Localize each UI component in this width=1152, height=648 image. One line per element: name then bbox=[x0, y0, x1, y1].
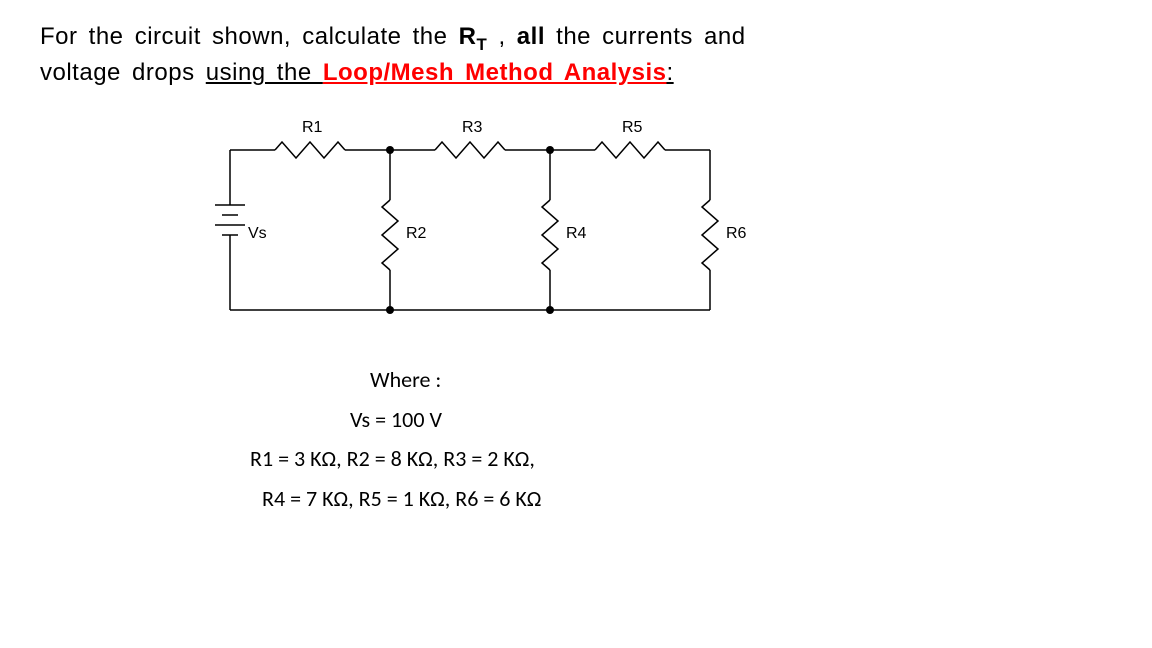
label-vs: Vs bbox=[248, 225, 267, 242]
where-line-1: Vs = 100 V bbox=[250, 400, 1112, 440]
label-r5: R5 bbox=[622, 119, 643, 136]
where-line-3: R4 = 7 KΩ, R5 = 1 KΩ, R6 = 6 KΩ bbox=[250, 479, 1112, 519]
method-link-red: Loop/Mesh Method Analysis bbox=[323, 59, 667, 86]
prompt-part1: For the circuit shown, calculate the bbox=[40, 23, 459, 50]
where-title: Where : bbox=[250, 360, 1112, 400]
method-link-tail: : bbox=[666, 59, 673, 86]
prompt-all: all bbox=[517, 23, 545, 50]
method-link-plain: using the bbox=[206, 59, 323, 86]
label-r1: R1 bbox=[302, 119, 323, 136]
label-r2: R2 bbox=[406, 225, 427, 242]
prompt-part2: , bbox=[487, 23, 517, 50]
where-block: Where : Vs = 100 V R1 = 3 KΩ, R2 = 8 KΩ,… bbox=[250, 360, 1112, 518]
label-r6: R6 bbox=[726, 225, 747, 242]
where-line-2: R1 = 3 KΩ, R2 = 8 KΩ, R3 = 2 KΩ, bbox=[250, 439, 1112, 479]
label-r4: R4 bbox=[566, 225, 587, 242]
question-text: For the circuit shown, calculate the RT … bbox=[40, 20, 760, 90]
rt-symbol: RT bbox=[459, 23, 488, 50]
circuit-diagram: R1 R3 R5 R2 R4 R6 Vs bbox=[190, 110, 1112, 340]
label-r3: R3 bbox=[462, 119, 483, 136]
